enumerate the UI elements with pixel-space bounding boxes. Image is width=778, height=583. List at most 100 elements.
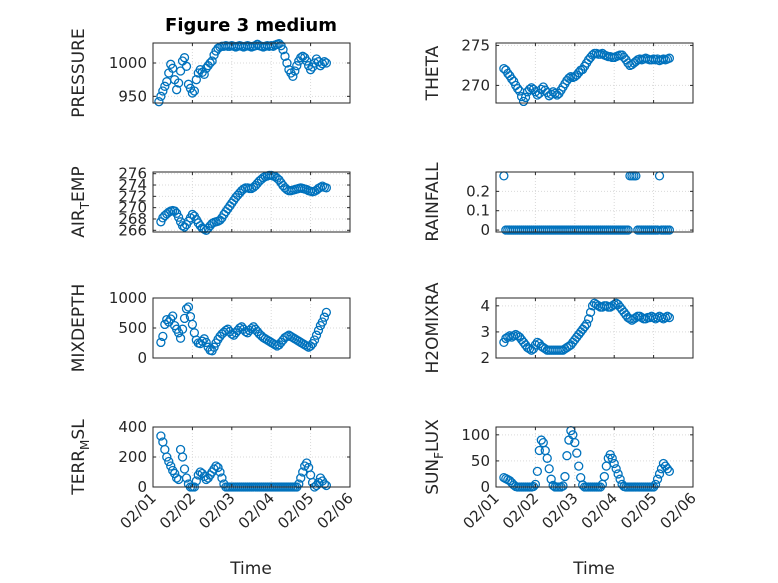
data-point [611,464,621,474]
data-point [311,54,322,64]
data-point [179,464,190,474]
data-point [158,331,168,342]
y-tick-label: 0.2 [466,182,490,200]
data-point [187,319,198,330]
data-point [280,51,290,61]
data-point [179,313,190,324]
data-point [564,73,574,83]
y-tick-label: 274 [118,176,147,194]
data-point [321,183,332,193]
data-point [175,333,186,343]
data-point [664,225,675,235]
y-tick-label: 100 [461,426,490,444]
y-axis-label: TERRMSL [69,419,92,496]
data-point [156,431,166,441]
data-point [183,302,194,312]
data-point [290,66,300,76]
data-point [520,92,531,103]
data-series [156,302,332,356]
data-point [270,340,280,350]
data-point [542,453,552,463]
data-point [613,469,623,479]
data-point [158,86,168,96]
data-point [572,448,582,458]
axes-frame [495,42,694,104]
y-axis-label: PRESSURE [69,28,89,117]
data-point [156,337,166,348]
subplot-1: 950 1000 PRESSURE [69,28,351,118]
subplot-4: 00.1 0.2 RAINFALL [423,162,694,242]
y-tick-label: 270 [118,199,147,217]
data-point [175,66,186,76]
data-point [294,479,304,489]
data-point [154,97,164,107]
data-point [181,304,192,314]
data-series [154,39,332,107]
data-point [583,314,594,324]
axes-frame [495,171,694,233]
y-tick-label: 270 [461,76,490,94]
subplot-6: 2 3 4 H2OMIXRA [423,282,694,374]
data-point [215,467,225,477]
data-point [177,221,188,231]
data-point [302,341,312,351]
data-point [213,462,223,473]
plot-area [495,426,694,488]
axes-frame [495,297,694,359]
data-point [168,311,178,321]
data-point [298,467,308,477]
data-point [623,225,633,235]
y-axis-label: RAINFALL [423,162,443,242]
axes-frame [495,426,694,488]
data-point [513,83,523,94]
data-series [499,426,675,492]
data-point [207,56,217,66]
data-point [534,445,544,456]
data-point [560,471,570,482]
data-point [173,212,184,222]
data-point [201,337,211,348]
y-tick-label: 4 [480,297,490,315]
data-point [319,479,330,489]
data-point [205,58,215,68]
data-point [187,88,198,98]
y-tick-label: 500 [118,319,147,337]
y-axis-label: AIRTEMP [69,166,92,237]
data-point [160,81,170,91]
data-point [664,466,675,476]
y-tick-label: 0 [480,221,490,239]
data-point [664,312,675,323]
data-point [171,473,182,483]
data-point [189,86,200,96]
data-point [530,340,541,350]
subplot-5: 0 500 1000 MIXDEPTH [69,284,351,373]
data-point [570,438,580,448]
x-axis-label-left: Time [229,559,272,579]
y-tick-label: 1000 [109,54,147,72]
plot-area [495,171,694,233]
data-point [296,473,306,483]
data-point [625,314,635,324]
data-point [321,307,332,318]
data-point [544,464,554,474]
data-point [217,473,227,483]
data-point [516,91,527,102]
y-tick-label: 50 [471,452,490,470]
data-point [607,453,617,463]
y-axis-label: THETA [423,45,443,101]
y-axis-label: MIXDEPTH [69,284,89,373]
data-point [650,479,661,490]
y-tick-label: 266 [118,221,147,239]
y-tick-label: 0 [137,478,147,496]
data-point [654,469,665,479]
data-point [199,69,209,79]
data-point [558,481,568,491]
data-point [164,456,174,467]
data-series [156,170,332,235]
data-point [156,91,166,101]
data-point [191,476,201,486]
figure-title: Figure 3 medium [165,15,337,36]
data-point [209,342,219,352]
